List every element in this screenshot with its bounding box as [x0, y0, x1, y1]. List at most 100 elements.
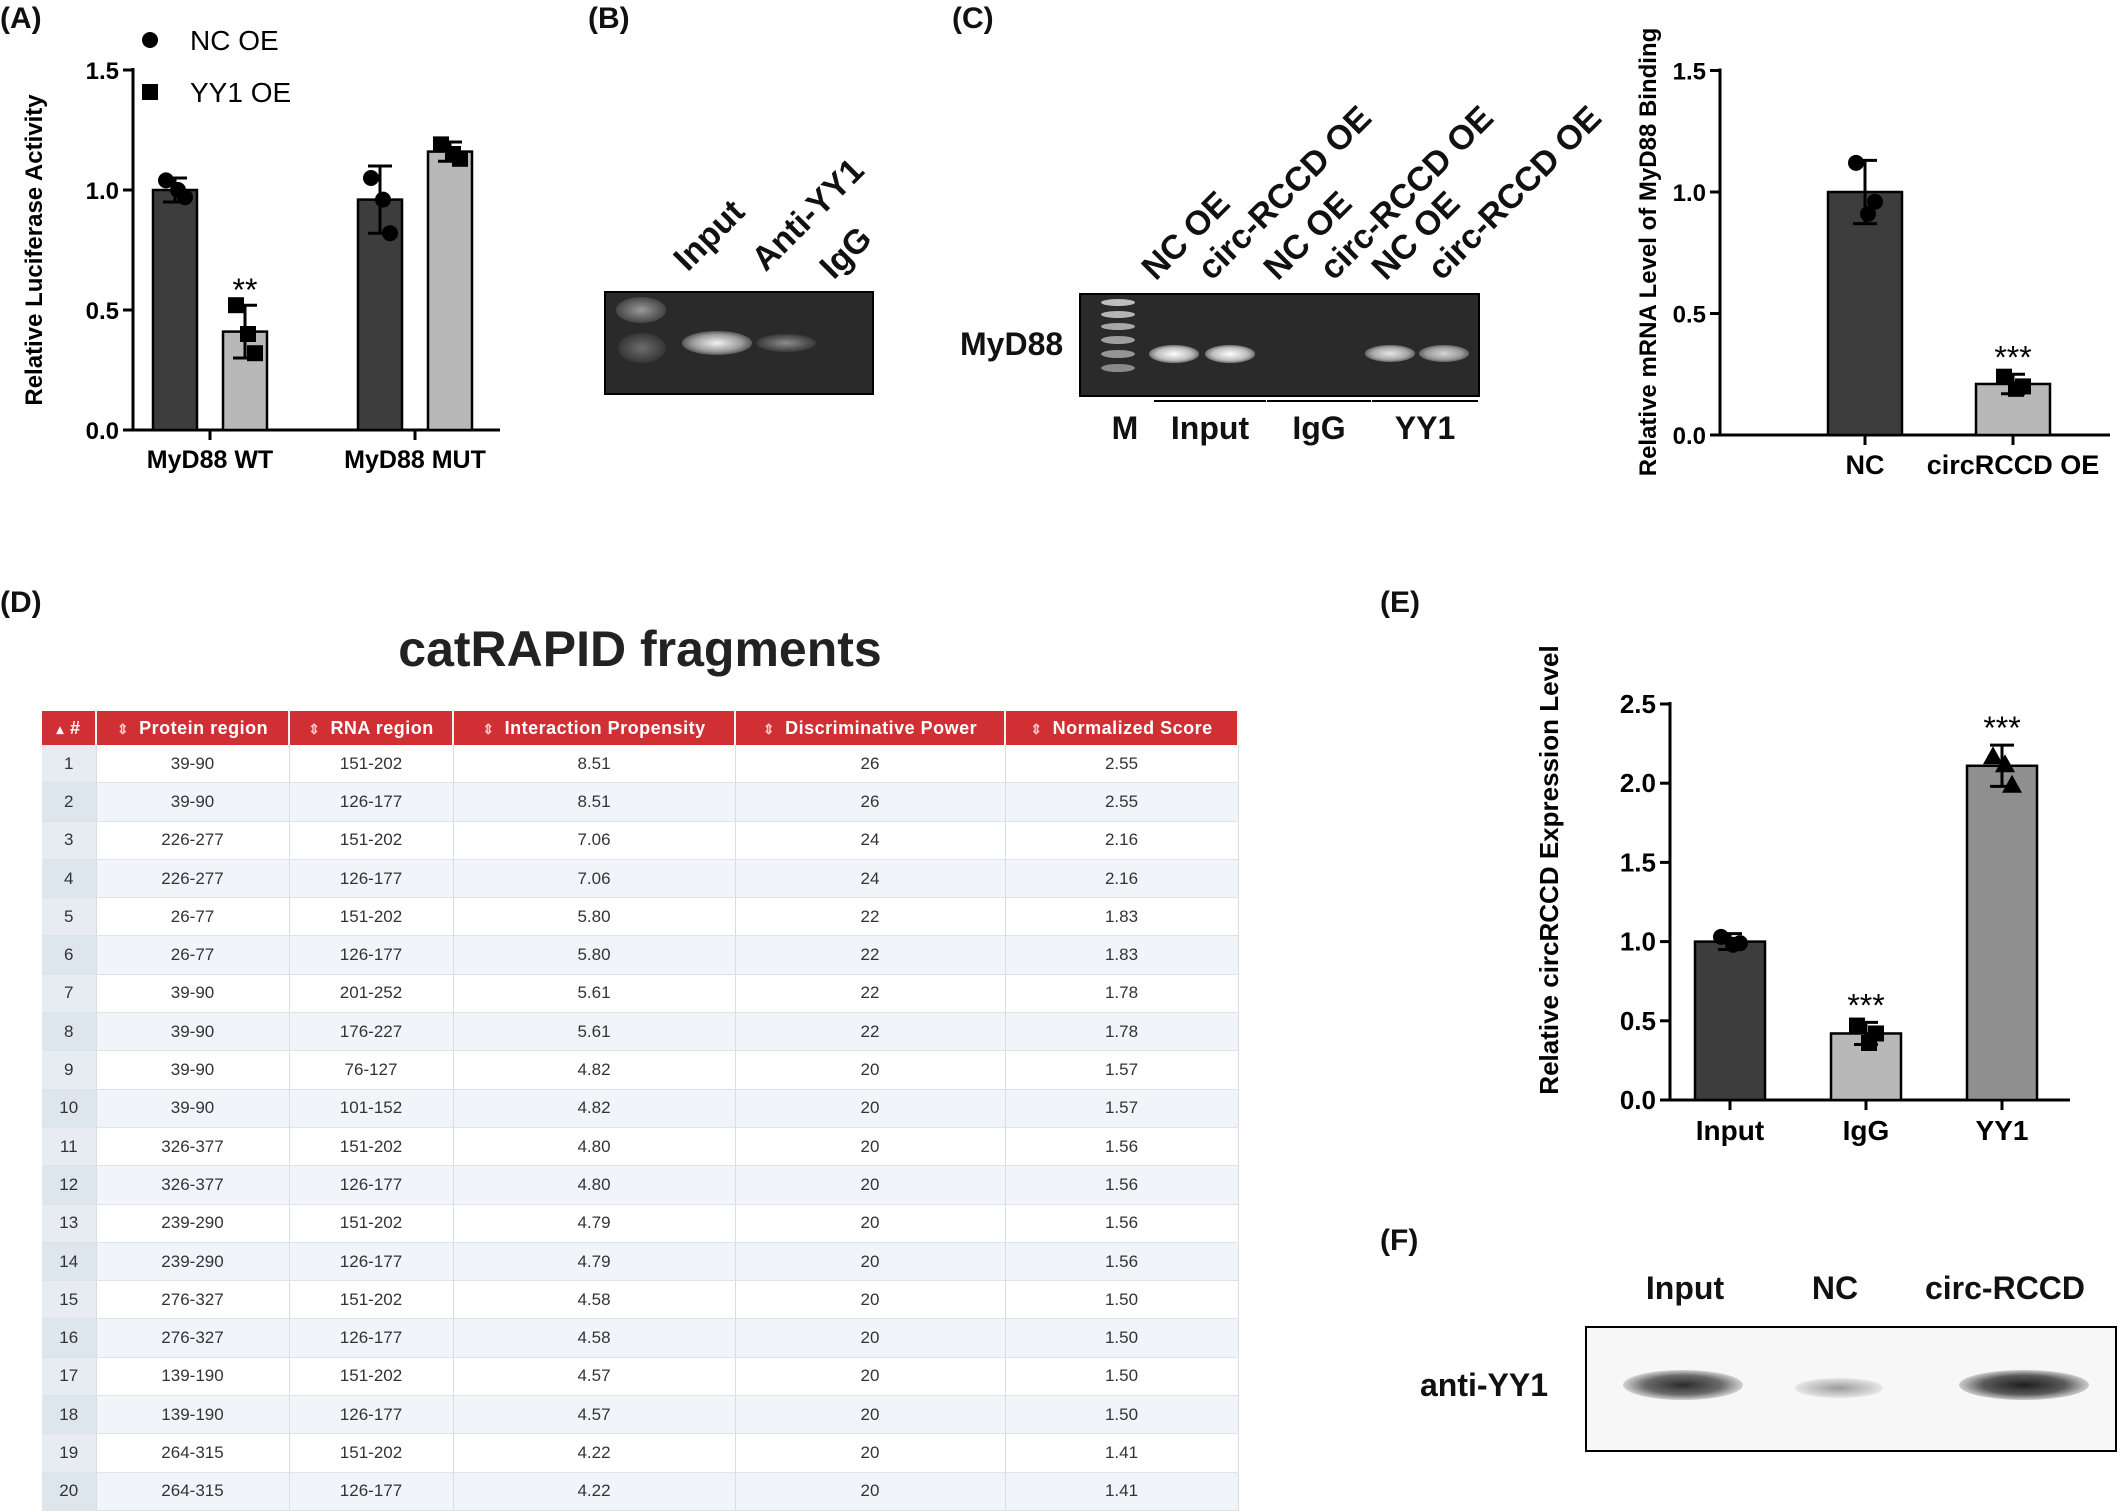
table-cell: 39-90 [96, 1012, 290, 1052]
table-cell: 19 [42, 1433, 97, 1473]
bar [151, 188, 199, 432]
data-point [240, 326, 256, 342]
col-header-interaction-propensity[interactable]: ⇕ Interaction Propensity [453, 711, 736, 745]
table-cell: 14 [42, 1242, 97, 1282]
gel-c-row-label: MyD88 [960, 326, 1064, 362]
legend-marker [142, 84, 158, 100]
table-cell: 2.16 [1005, 821, 1239, 860]
bar [1965, 764, 2039, 1102]
table-cell: 26 [735, 745, 1006, 784]
table-cell: 126-177 [289, 1242, 454, 1282]
gel-b-lane-igg: IgG [812, 219, 880, 287]
table-cell: 101-152 [289, 1089, 454, 1128]
table-cell: 4.82 [453, 1089, 736, 1128]
table-cell: 26-77 [96, 897, 290, 937]
table-cell: 126-177 [289, 1165, 454, 1205]
table-cell: 1.50 [1005, 1318, 1239, 1358]
table-row: 16 276-327 126-177 4.58 20 1.50 [42, 1318, 1239, 1358]
table-cell: 239-290 [96, 1204, 290, 1243]
table-cell: 24 [735, 859, 1006, 899]
table-title: catRAPID fragments [398, 621, 882, 677]
table-cell: 201-252 [289, 974, 454, 1014]
y-tick-label: 1.5 [1673, 59, 1706, 86]
table-cell: 151-202 [289, 1357, 454, 1397]
table-row: 4 226-277 126-177 7.06 24 2.16 [42, 859, 1239, 899]
table-cell: 1.57 [1005, 1089, 1239, 1128]
blot-f-band-nc [1795, 1378, 1883, 1398]
table-cell: 20 [735, 1127, 1006, 1167]
table-row: 2 39-90 126-177 8.51 26 2.55 [42, 782, 1239, 822]
table-cell: 1.41 [1005, 1433, 1239, 1473]
table-cell: 2 [42, 782, 97, 822]
y-tick-label: 1.5 [86, 58, 119, 85]
table-cell: 16 [42, 1318, 97, 1358]
table-cell: 22 [735, 897, 1006, 937]
table-cell: 8.51 [453, 745, 736, 784]
x-tick-label: NC [1846, 450, 1885, 480]
gel-c-group-input: Input [1170, 410, 1250, 446]
sort-icon: ⇕ [762, 720, 776, 737]
gel-c-ladder [1101, 299, 1135, 306]
table-row: 17 139-190 151-202 4.57 20 1.50 [42, 1357, 1239, 1397]
gel-b-lane-input: Input [666, 192, 753, 279]
gel-b [604, 291, 874, 395]
table-cell: 5.61 [453, 974, 736, 1014]
chart-e: 0.0 0.5 1.0 1.5 2.0 2.5 Relative circRCCD Expr… [1534, 645, 2070, 1146]
table-cell: 18 [42, 1395, 97, 1435]
table-cell: 5.61 [453, 1012, 736, 1052]
table-cell: 5 [42, 897, 97, 937]
x-tick-label: IgG [1843, 1115, 1890, 1146]
col-header-index[interactable]: ▴ # [42, 711, 97, 745]
gel-c-marker-label: M [1111, 410, 1139, 446]
table-cell: 22 [735, 1012, 1006, 1052]
table-cell: 126-177 [289, 859, 454, 899]
table-row: 7 39-90 201-252 5.61 22 1.78 [42, 974, 1239, 1014]
y-tick-label: 2.0 [1620, 768, 1656, 798]
table-cell: 4.58 [453, 1318, 736, 1358]
gel-c-ladder [1101, 364, 1135, 372]
col-header-protein-region[interactable]: ⇕ Protein region [96, 711, 290, 745]
table-cell: 276-327 [96, 1280, 290, 1320]
table-cell: 12 [42, 1165, 97, 1205]
y-axis-label: Relative circRCCD Expression Level [1534, 645, 1564, 1094]
bar [1693, 940, 1767, 1102]
table-cell: 276-327 [96, 1318, 290, 1358]
panel-label-f: (F) [1380, 1224, 1419, 1257]
y-tick-label: 1.0 [86, 178, 119, 205]
table-cell: 7.06 [453, 821, 736, 860]
blot-f: Input NC circ-RCCD [1585, 1270, 2128, 1510]
y-tick-label: 0.5 [86, 298, 119, 325]
table-cell: 4.82 [453, 1050, 736, 1090]
y-tick-label: 0.0 [1673, 423, 1706, 450]
col-header-rna-region[interactable]: ⇕ RNA region [289, 711, 454, 745]
x-tick-label: MyD88 WT [147, 446, 273, 474]
x-tick-label: circRCCD OE [1927, 450, 2100, 480]
table-row: 13 239-290 151-202 4.79 20 1.56 [42, 1204, 1239, 1243]
data-point [1860, 205, 1876, 222]
table-cell: 39-90 [96, 974, 290, 1014]
bar [426, 150, 474, 432]
gel-b-band-anti-yy1 [756, 334, 816, 352]
table-cell: 76-127 [289, 1050, 454, 1090]
chart-a: 0.0 0.5 1.0 1.5 Relative Luciferase Activity… [21, 25, 500, 474]
table-cell: 4 [42, 859, 97, 899]
y-tick-label: 0.5 [1620, 1006, 1656, 1036]
table-cell: 6 [42, 935, 97, 975]
table-cell: 20 [735, 1089, 1006, 1128]
table-cell: 151-202 [289, 1204, 454, 1243]
table-cell: 126-177 [289, 782, 454, 822]
table-cell: 4.79 [453, 1204, 736, 1243]
panel-label-c: (C) [952, 2, 994, 35]
table-cell: 26 [735, 782, 1006, 822]
gel-c-ladder [1101, 350, 1135, 358]
table-cell: 4.58 [453, 1280, 736, 1320]
col-header-normalized-score[interactable]: ⇕ Normalized Score [1005, 711, 1239, 745]
table-cell: 1.50 [1005, 1395, 1239, 1435]
table-cell: 20 [735, 1318, 1006, 1358]
data-point [1725, 936, 1741, 953]
col-header-discriminative-power[interactable]: ⇕ Discriminative Power [735, 711, 1006, 745]
table-cell: 4.22 [453, 1433, 736, 1473]
table-cell: 22 [735, 974, 1006, 1014]
table-cell: 1.56 [1005, 1127, 1239, 1167]
table-cell: 20 [735, 1165, 1006, 1205]
